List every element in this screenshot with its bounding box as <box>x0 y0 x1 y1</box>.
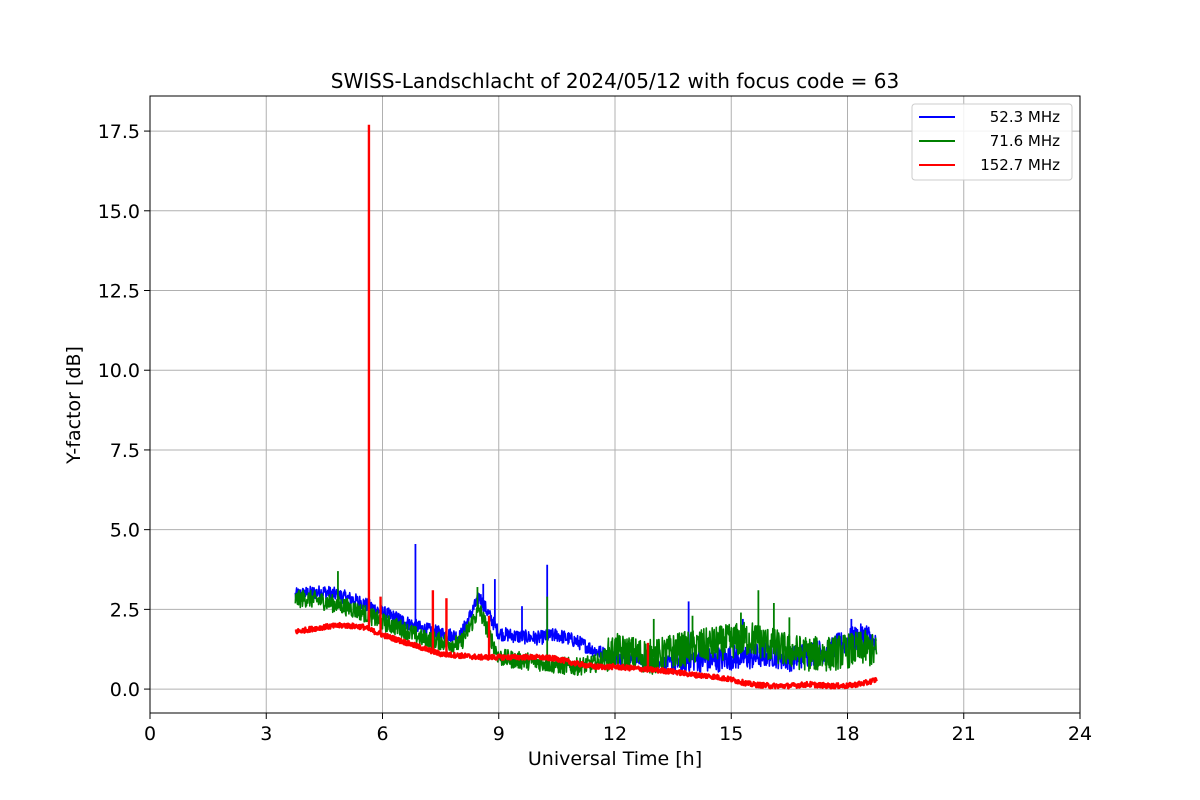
y-tick-label: 10.0 <box>98 360 140 382</box>
y-tick-label: 15.0 <box>98 201 140 223</box>
x-tick-label: 12 <box>603 723 627 745</box>
chart-title: SWISS-Landschlacht of 2024/05/12 with fo… <box>331 69 899 93</box>
legend-label: 71.6 MHz <box>990 132 1060 150</box>
legend-label: 52.3 MHz <box>990 108 1060 126</box>
y-axis: 0.0 2.5 5.0 7.5 10.0 12.5 15.0 17.5 <box>98 121 150 701</box>
series-152-7-mhz <box>294 124 878 690</box>
x-axis-title: Universal Time [h] <box>528 748 702 770</box>
x-tick-label: 18 <box>835 723 859 745</box>
series-line <box>294 621 878 690</box>
series-line <box>294 589 878 676</box>
legend: 52.3 MHz 71.6 MHz 152.7 MHz <box>911 103 1073 181</box>
y-tick-label: 0.0 <box>110 679 140 701</box>
x-tick-label: 3 <box>260 723 272 745</box>
y-tick-label: 12.5 <box>98 281 140 303</box>
x-tick-label: 0 <box>144 723 156 745</box>
y-tick-label: 7.5 <box>110 440 140 462</box>
y-tick-label: 17.5 <box>98 121 140 143</box>
series-layer <box>294 124 878 690</box>
plot-area <box>149 95 1081 714</box>
y-tick-label: 5.0 <box>110 520 140 542</box>
x-tick-label: 24 <box>1068 723 1092 745</box>
y-tick-label: 2.5 <box>110 599 140 621</box>
legend-label: 152.7 MHz <box>980 156 1060 174</box>
legend-frame <box>911 103 1073 181</box>
x-tick-label: 6 <box>376 723 388 745</box>
series-71-6-mhz <box>294 571 878 676</box>
x-tick-label: 9 <box>493 723 505 745</box>
y-axis-title: Y-factor [dB] <box>63 346 85 465</box>
x-axis: 0 3 6 9 12 15 18 21 24 <box>144 713 1092 745</box>
x-tick-label: 15 <box>719 723 743 745</box>
x-tick-label: 21 <box>952 723 976 745</box>
